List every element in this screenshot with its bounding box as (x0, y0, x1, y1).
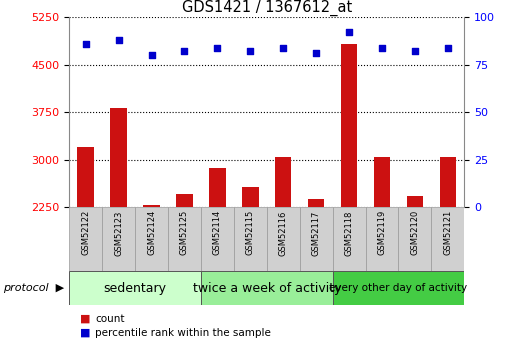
Point (147, 52, 155, 58)
Text: GSM52121: GSM52121 (443, 210, 452, 255)
Text: every other day of activity: every other day of activity (329, 283, 467, 293)
Bar (399, 207, 431, 271)
Text: ■: ■ (80, 328, 90, 338)
Point (444, 45, 452, 50)
Text: count: count (95, 314, 125, 324)
Point (246, 49, 254, 54)
Bar (267, 207, 300, 271)
Point (114, 37, 123, 43)
Point (312, 50, 320, 56)
Bar (110, 108, 127, 207)
Bar (308, 199, 324, 207)
Text: GSM52116: GSM52116 (279, 210, 288, 256)
Bar (242, 187, 259, 207)
Bar (209, 168, 226, 207)
Bar (69, 207, 102, 271)
Point (82, 41, 90, 47)
Text: GSM52122: GSM52122 (81, 210, 90, 255)
Text: percentile rank within the sample: percentile rank within the sample (95, 328, 271, 338)
Text: GSM52123: GSM52123 (114, 210, 123, 256)
Point (279, 45, 287, 50)
Bar (365, 207, 399, 271)
Point (411, 49, 419, 54)
Point (378, 45, 386, 50)
Bar (431, 207, 464, 271)
Text: GSM52114: GSM52114 (213, 210, 222, 255)
Bar (275, 157, 291, 207)
Text: ■: ■ (80, 314, 90, 324)
Text: protocol  ▶: protocol ▶ (3, 283, 64, 293)
Bar (332, 271, 464, 305)
Text: GSM52124: GSM52124 (147, 210, 156, 255)
Bar (407, 196, 423, 207)
Text: GSM52115: GSM52115 (246, 210, 255, 255)
Text: GSM52118: GSM52118 (345, 210, 353, 256)
Text: sedentary: sedentary (104, 282, 167, 295)
Bar (201, 271, 332, 305)
Bar (341, 45, 357, 207)
Bar (374, 157, 390, 207)
Bar (440, 157, 456, 207)
Text: GSM52119: GSM52119 (378, 210, 386, 255)
Text: GSM52117: GSM52117 (311, 210, 321, 256)
Text: GSM52120: GSM52120 (410, 210, 420, 255)
Bar (201, 207, 234, 271)
Text: twice a week of activity: twice a week of activity (192, 282, 341, 295)
Point (181, 49, 189, 54)
Bar (102, 207, 135, 271)
Point (345, 30, 353, 35)
Bar (135, 207, 168, 271)
Bar (332, 207, 365, 271)
Text: GSM52125: GSM52125 (180, 210, 189, 255)
Bar (143, 205, 160, 207)
Bar (234, 207, 267, 271)
Bar (77, 147, 94, 207)
Bar (300, 207, 332, 271)
Title: GDS1421 / 1367612_at: GDS1421 / 1367612_at (182, 0, 352, 16)
Point (213, 45, 222, 50)
Bar (168, 207, 201, 271)
Bar (69, 271, 201, 305)
Bar (176, 194, 193, 207)
